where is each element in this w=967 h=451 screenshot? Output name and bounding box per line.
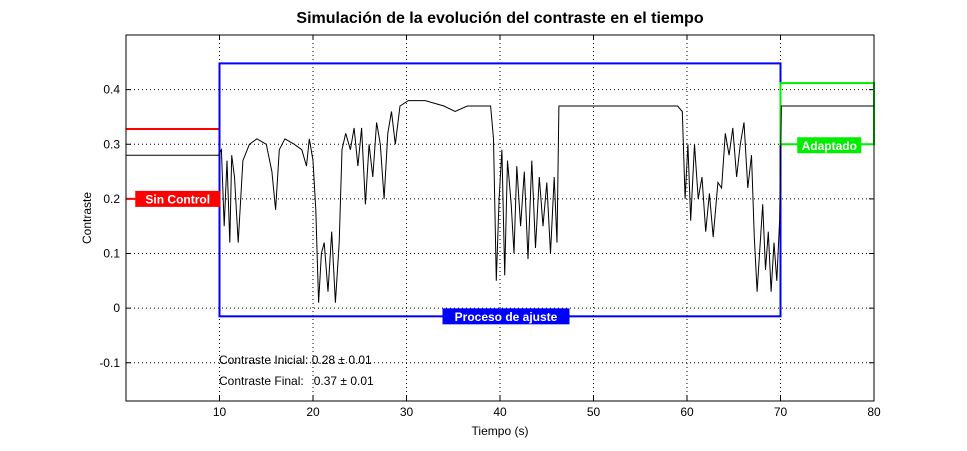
- adaptado-label-text: Adaptado: [802, 139, 857, 153]
- x-tick-label: 60: [680, 405, 694, 419]
- axis-ticks: 10 20 30 40 50 60 70 80 -0.1 0 0.1 0.2 0.3 0.4: [99, 35, 881, 419]
- y-tick-label: 0: [113, 301, 120, 315]
- y-tick-label: 0.1: [103, 247, 120, 261]
- note-initial-contrast: Contraste Inicial: 0.28 ± 0.01: [219, 353, 372, 367]
- proceso-de-ajuste-label: Proceso de ajuste: [442, 308, 570, 325]
- y-tick-label: -0.1: [99, 356, 120, 370]
- x-tick-label: 30: [400, 405, 414, 419]
- x-tick-label: 70: [774, 405, 788, 419]
- y-tick-label: 0.2: [103, 192, 120, 206]
- adaptado-label-bg: [797, 137, 862, 154]
- x-tick-label: 80: [867, 405, 881, 419]
- note-final-contrast: Contraste Final: 0.37 ± 0.01: [219, 374, 374, 388]
- sin-control-label-bg: [135, 190, 221, 207]
- y-axis-label: Contraste: [80, 192, 94, 244]
- x-tick-label: 10: [213, 405, 227, 419]
- proceso-de-ajuste-label-text: Proceso de ajuste: [455, 310, 558, 324]
- plot-border: [125, 34, 875, 402]
- y-tick-label: 0.3: [103, 137, 120, 151]
- x-axis-label: Tiempo (s): [472, 424, 529, 438]
- sin-control-label: Sin Control: [135, 190, 221, 207]
- contrast-series: [126, 100, 874, 303]
- sin-control-label-text: Sin Control: [145, 192, 210, 206]
- x-tick-label: 40: [493, 405, 507, 419]
- x-tick-label: 20: [306, 405, 320, 419]
- chart-title: Simulación de la evolución del contraste…: [296, 10, 703, 27]
- region-annotations: Sin Control Proceso de ajuste Adaptado: [126, 62, 875, 325]
- y-tick-label: 0.4: [103, 83, 120, 97]
- adaptado-label: Adaptado: [797, 137, 862, 154]
- contrast-line: [126, 100, 874, 303]
- x-tick-label: 50: [587, 405, 601, 419]
- proceso-de-ajuste-label-bg: [442, 308, 570, 325]
